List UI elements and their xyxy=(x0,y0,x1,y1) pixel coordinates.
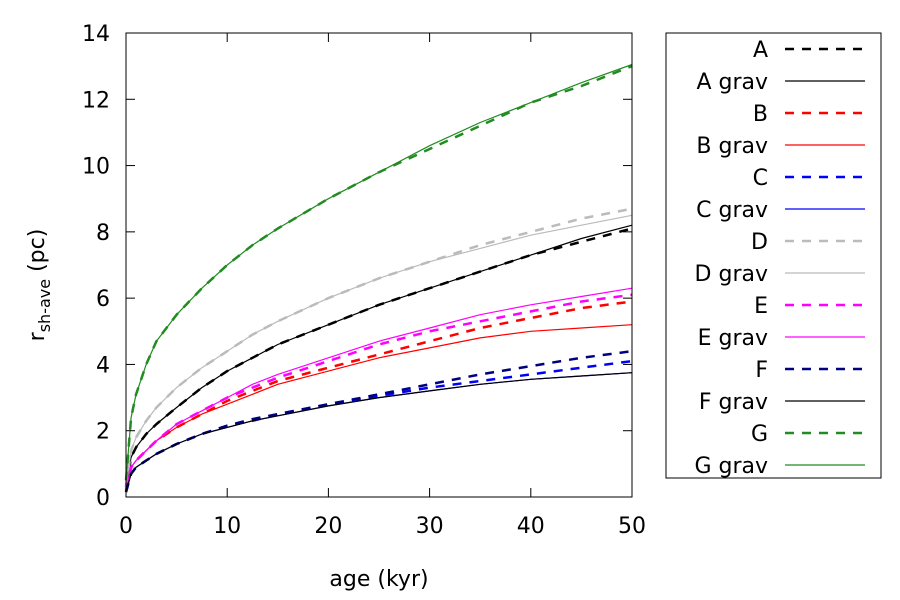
x-tick-label: 40 xyxy=(517,514,545,539)
legend-label-d: D xyxy=(751,230,768,255)
legend-label-f-grav: F grav xyxy=(699,390,768,415)
series-line-d xyxy=(124,207,633,488)
series-line-e xyxy=(124,293,633,491)
plot-frame xyxy=(125,32,633,498)
legend-label-c-grav: C grav xyxy=(696,198,768,223)
x-tick-label: 50 xyxy=(618,514,646,539)
legend-label-d-grav: D grav xyxy=(695,262,768,287)
plot-area xyxy=(124,63,633,493)
legend-label-b-grav: B grav xyxy=(696,134,768,159)
y-axis-label-main: r xyxy=(25,331,50,341)
legend-label-e-grav: E grav xyxy=(698,326,768,351)
y-axis-label-unit: (pc) xyxy=(25,229,50,279)
legend: A A grav B B grav C C grav D D grav E E grav F F gr… xyxy=(665,32,882,479)
axes: 0 10 20 30 40 50 0 2 4 6 8 10 12 14 xyxy=(82,22,646,539)
series-line-c xyxy=(124,359,633,493)
series-line-g-grav xyxy=(125,63,633,481)
series-line-b-grav xyxy=(125,324,633,491)
y-tick-label: 12 xyxy=(82,88,110,113)
y-tick-label: 14 xyxy=(82,22,110,47)
legend-label-a-grav: A grav xyxy=(696,70,768,95)
y-tick-label: 4 xyxy=(96,353,110,378)
series-line-c-grav xyxy=(125,372,633,493)
y-tick-label: 0 xyxy=(96,486,110,511)
legend-label-e: E xyxy=(754,294,768,319)
y-axis-label-sub: sh-ave xyxy=(35,279,54,332)
legend-label-g: G xyxy=(751,422,768,447)
x-tick-label: 30 xyxy=(416,514,444,539)
y-tick-label: 6 xyxy=(96,287,110,312)
series-line-f xyxy=(124,349,633,493)
legend-label-a: A xyxy=(753,38,768,63)
legend-label-g-grav: G grav xyxy=(694,454,768,479)
series-line-e-grav xyxy=(125,287,633,491)
series-line-g xyxy=(124,64,633,481)
series-line-f-grav xyxy=(125,372,633,493)
legend-label-f: F xyxy=(755,358,768,383)
x-tick-label: 10 xyxy=(213,514,241,539)
y-tick-label: 10 xyxy=(82,155,110,180)
legend-box xyxy=(665,32,882,479)
series-line-d-grav xyxy=(125,214,633,488)
legend-label-c: C xyxy=(753,166,768,191)
y-axis-label: rsh-ave (pc) xyxy=(25,229,54,342)
y-tick-label: 2 xyxy=(96,420,110,445)
y-tick-label: 8 xyxy=(96,221,110,246)
x-tick-label: 0 xyxy=(119,514,133,539)
x-axis-label: age (kyr) xyxy=(329,567,428,592)
series-line-a-grav xyxy=(125,224,633,488)
legend-label-b: B xyxy=(753,102,768,127)
x-tick-label: 20 xyxy=(314,514,342,539)
